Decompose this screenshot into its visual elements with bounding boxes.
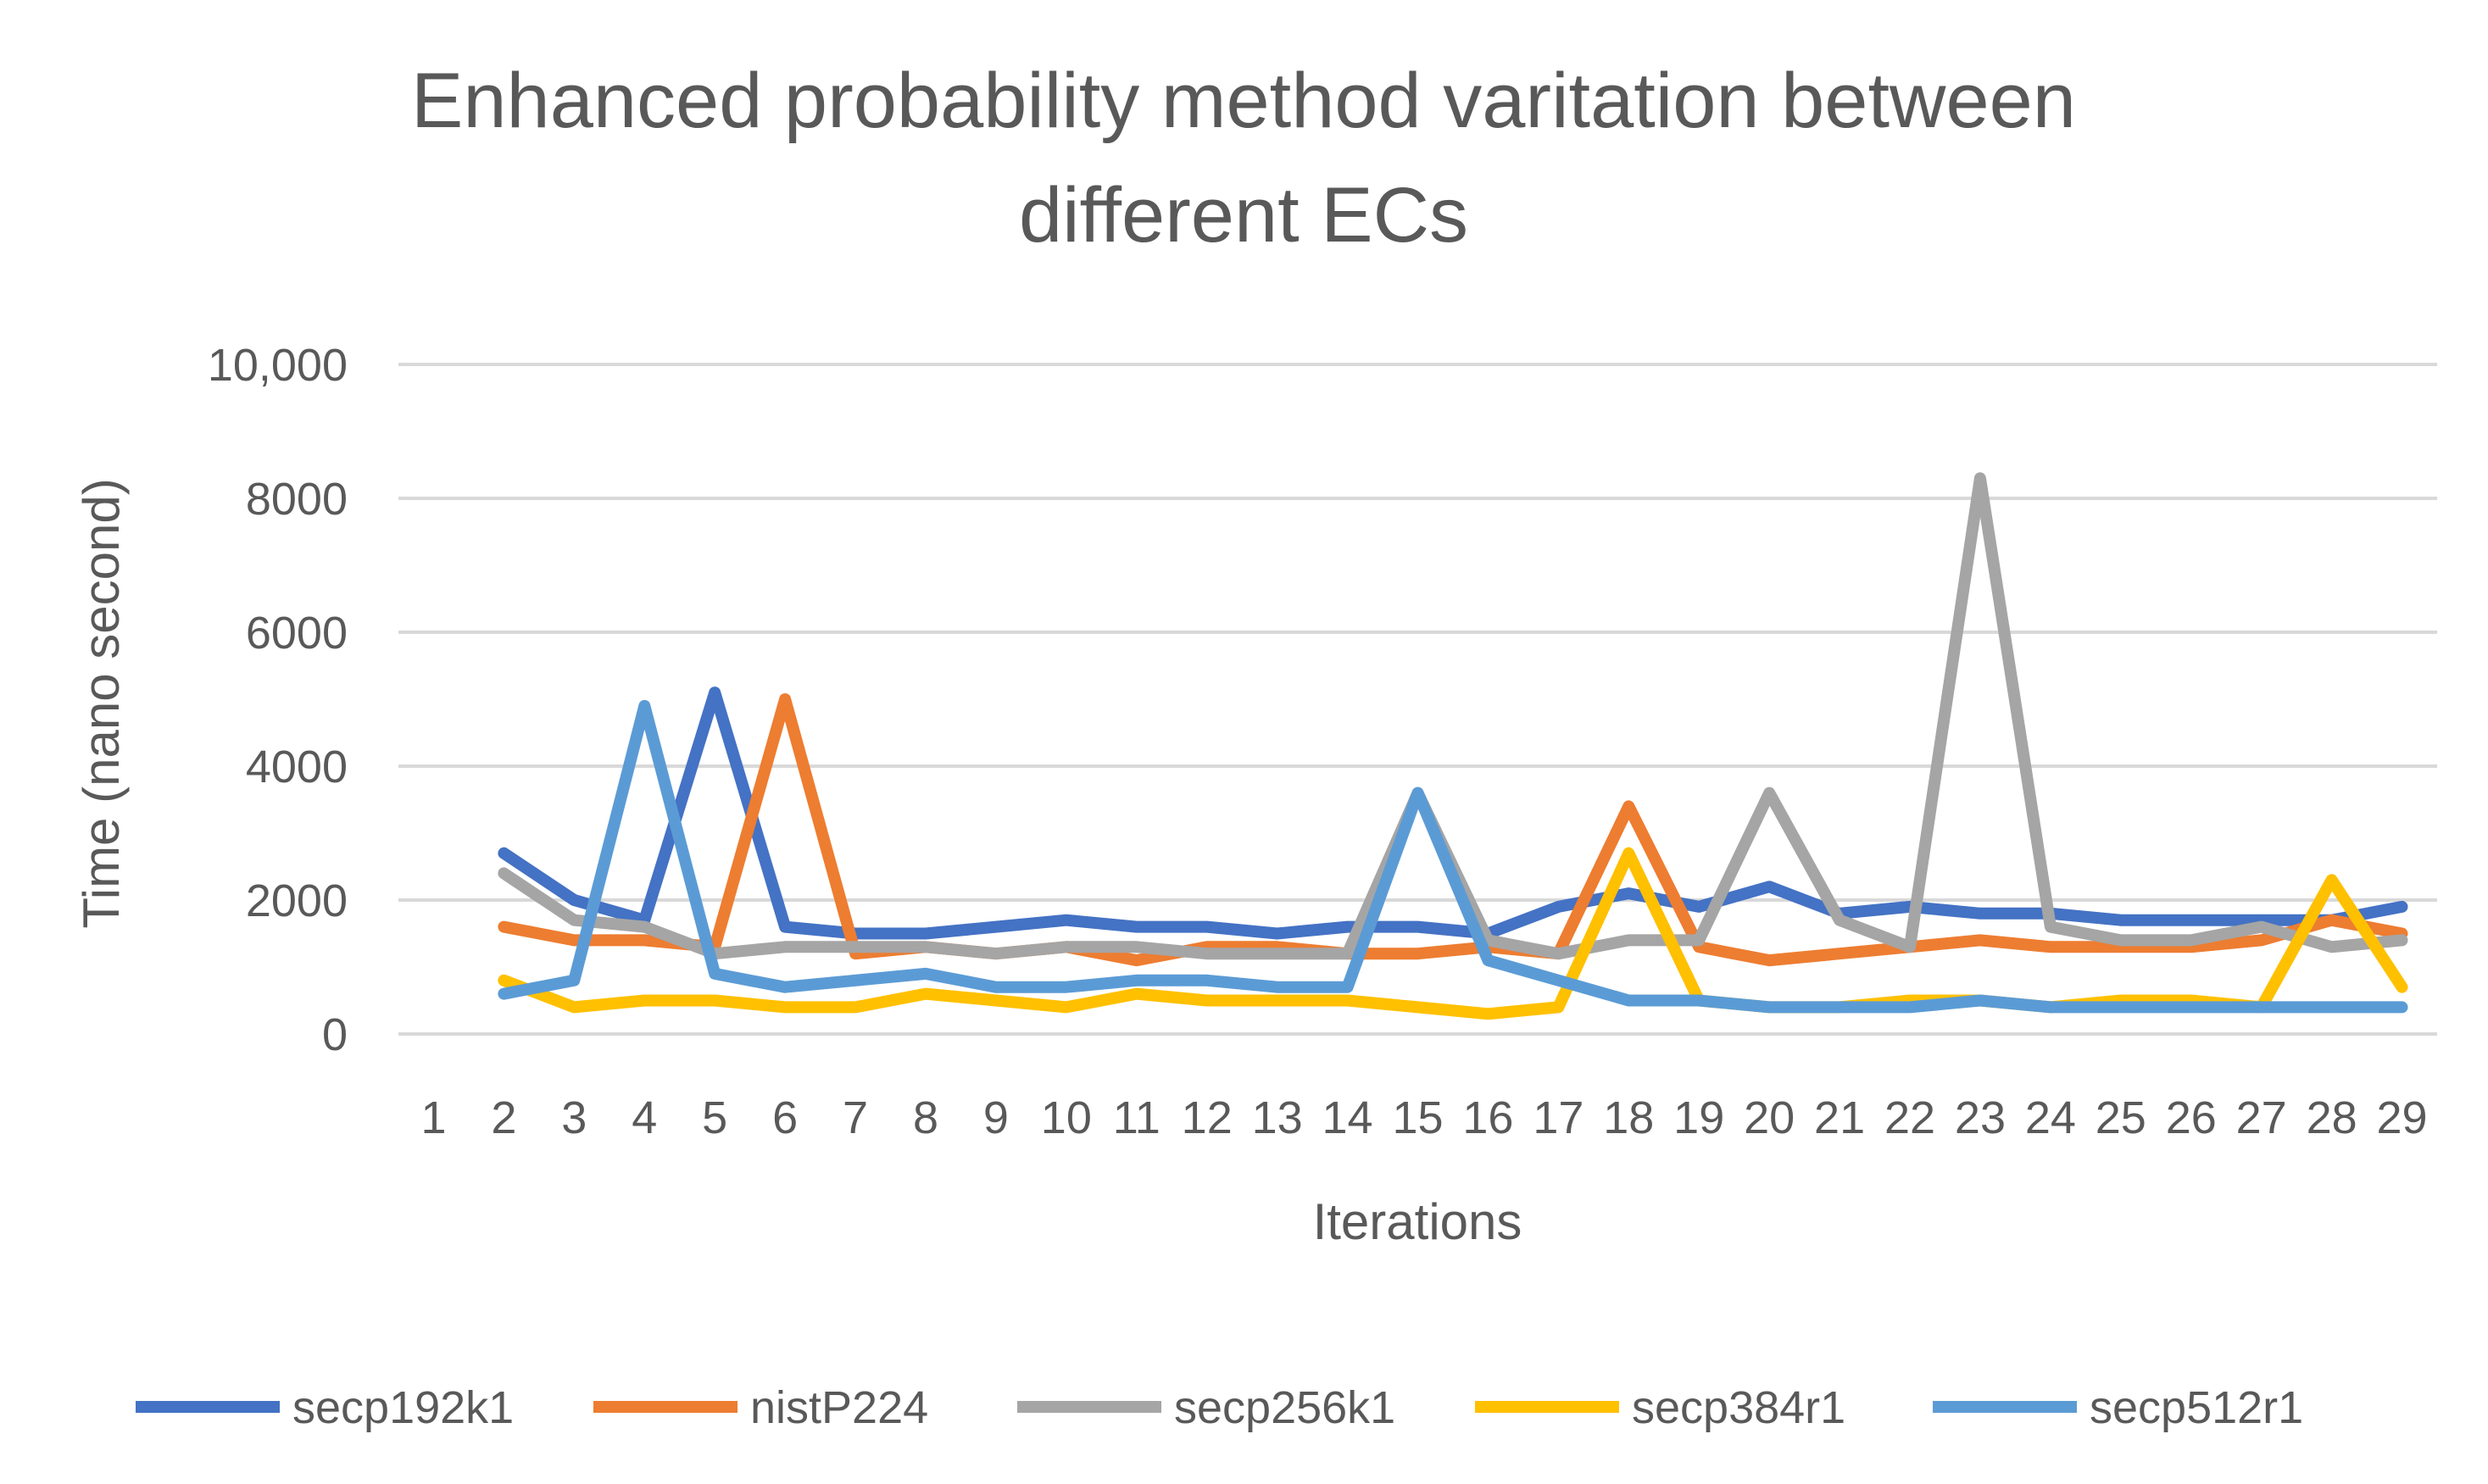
series-lines <box>498 472 2408 1020</box>
legend: secp192k1 nistP224 secp256k1 secp384r1 secp5… <box>136 1382 2303 1433</box>
x-tick-label: 3 <box>561 1092 587 1143</box>
y-tick-label: 4000 <box>246 742 348 792</box>
y-axis-ticks: 0 2000 4000 6000 8000 10,000 <box>208 340 348 1060</box>
x-tick-label: 16 <box>1462 1092 1513 1143</box>
x-tick-label: 22 <box>1884 1092 1935 1143</box>
y-axis-title: Time (nano second) <box>73 478 130 928</box>
y-tick-label: 8000 <box>246 474 348 525</box>
series-line-nistP224 <box>498 693 2408 967</box>
x-tick-label: 5 <box>702 1092 727 1143</box>
x-tick-label: 25 <box>2096 1092 2146 1143</box>
x-tick-label: 2 <box>491 1092 516 1143</box>
series-line-secp512r1 <box>498 699 2408 1014</box>
x-tick-label: 28 <box>2307 1092 2357 1143</box>
x-tick-label: 18 <box>1603 1092 1654 1143</box>
x-tick-label: 1 <box>420 1092 446 1143</box>
x-tick-label: 29 <box>2376 1092 2427 1143</box>
x-tick-label: 27 <box>2236 1092 2287 1143</box>
x-axis-ticks: 1 2 3 4 5 6 7 8 9 10 11 12 13 14 15 16 17 18 19 20 21 22 23 24 2… <box>420 1092 2427 1143</box>
x-tick-label: 15 <box>1392 1092 1443 1143</box>
x-tick-label: 8 <box>913 1092 938 1143</box>
legend-label-secp384r1: secp384r1 <box>1632 1382 1845 1433</box>
chart-title-line-1: Enhanced probability method varitation b… <box>411 58 2076 144</box>
x-tick-label: 7 <box>843 1092 868 1143</box>
x-tick-label: 4 <box>632 1092 657 1143</box>
x-tick-label: 26 <box>2166 1092 2217 1143</box>
x-axis-title: Iterations <box>1313 1193 1522 1250</box>
legend-label-nistP224: nistP224 <box>750 1382 928 1433</box>
y-tick-label: 2000 <box>246 875 348 926</box>
x-tick-label: 11 <box>1113 1092 1161 1143</box>
x-tick-label: 19 <box>1673 1092 1724 1143</box>
y-tick-label: 6000 <box>246 608 348 659</box>
series-line-secp192k1 <box>498 686 2408 940</box>
x-tick-label: 6 <box>772 1092 798 1143</box>
y-tick-label: 0 <box>322 1009 348 1060</box>
x-tick-label: 10 <box>1041 1092 1092 1143</box>
x-tick-label: 12 <box>1182 1092 1233 1143</box>
x-tick-label: 21 <box>1814 1092 1865 1143</box>
legend-label-secp512r1: secp512r1 <box>2090 1382 2303 1433</box>
x-tick-label: 24 <box>2025 1092 2076 1143</box>
x-tick-label: 13 <box>1252 1092 1303 1143</box>
legend-label-secp256k1: secp256k1 <box>1174 1382 1395 1433</box>
x-tick-label: 20 <box>1744 1092 1795 1143</box>
chart-title-line-2: different ECs <box>1019 172 1468 258</box>
x-tick-label: 17 <box>1533 1092 1584 1143</box>
y-tick-label: 10,000 <box>208 340 348 391</box>
x-tick-label: 9 <box>983 1092 1009 1143</box>
x-tick-label: 14 <box>1322 1092 1373 1143</box>
x-tick-label: 23 <box>1955 1092 2006 1143</box>
legend-label-secp192k1: secp192k1 <box>292 1382 514 1433</box>
